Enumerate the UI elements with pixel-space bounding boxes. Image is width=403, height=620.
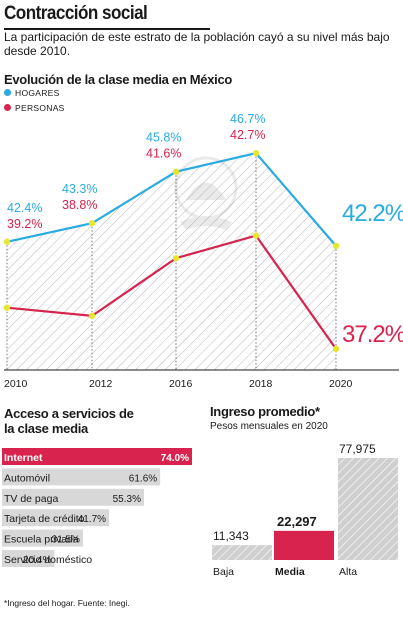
legend-hogares: HOGARES	[4, 88, 60, 98]
service-value-3: 41.7%	[78, 514, 106, 525]
income-bar-hatch-alta	[338, 458, 398, 560]
income-value-alta: 77,975	[339, 442, 376, 456]
label-personas-2010: 39.2%	[7, 217, 42, 231]
service-label-0: Internet	[4, 452, 43, 464]
income-bar-hatch-baja	[212, 545, 272, 560]
point-hogares-2016	[172, 168, 180, 175]
service-label-3: Tarjeta de crédito	[4, 513, 85, 525]
x-tick-2016: 2016	[169, 378, 193, 390]
x-tick-2012: 2012	[89, 378, 113, 390]
point-personas-2010	[3, 304, 11, 311]
income-bar-chart: 11,343 Baja 22,297 Media 77,975 Alta	[212, 442, 398, 578]
service-value-4: 31.5%	[52, 535, 80, 546]
income-value-baja: 11,343	[213, 529, 249, 543]
point-personas-2020	[332, 345, 340, 353]
service-label-5: Servicio doméstico	[4, 554, 92, 566]
income-bar-media	[274, 530, 334, 560]
footnote: *Ingreso del hogar. Fuente: Inegi.	[4, 598, 130, 608]
service-value-5: 20.4%	[23, 555, 51, 566]
point-hogares-2020	[332, 242, 340, 250]
point-personas-2016	[172, 255, 180, 262]
label-hogares-2016: 45.8%	[146, 131, 181, 145]
label-hogares-2020: 42.2%	[342, 200, 403, 227]
income-label-media: Media	[275, 566, 305, 578]
legend-personas-dot	[4, 104, 11, 112]
service-label-1: Automóvil	[4, 472, 50, 484]
services-chart-title: Acceso a servicios de la clase media	[4, 406, 144, 436]
page-subtitle: La participación de este estrato de la p…	[4, 30, 390, 58]
service-value-2: 55.3%	[113, 494, 141, 505]
point-hogares-2018	[252, 149, 260, 157]
service-bar-0	[2, 448, 192, 465]
x-tick-2018: 2018	[249, 378, 273, 390]
page-title: Contracción social	[4, 3, 148, 24]
income-value-media: 22,297	[277, 514, 317, 529]
legend-hogares-label: HOGARES	[15, 88, 60, 98]
service-bar-4	[2, 529, 83, 547]
income-chart-subtitle: Pesos mensuales en 2020	[210, 421, 328, 432]
service-label-2: TV de paga	[4, 493, 58, 505]
line-chart: 42.4% 39.2% 43.3% 38.8% 45.8% 41.6% 46.7% 42.7%…	[3, 112, 403, 390]
label-personas-2016: 41.6%	[146, 147, 181, 161]
label-hogares-2018: 46.7%	[230, 112, 265, 126]
legend-personas-label: PERSONAS	[15, 103, 65, 113]
legend-personas: PERSONAS	[4, 103, 65, 113]
point-personas-2012	[88, 312, 96, 320]
line-chart-title: Evolución de la clase media en México	[4, 72, 233, 87]
label-hogares-2012: 43.3%	[62, 182, 97, 196]
services-chart-title-text: Acceso a servicios de la clase media	[4, 406, 134, 436]
label-personas-2018: 42.7%	[230, 128, 265, 142]
label-hogares-2010: 42.4%	[7, 201, 42, 215]
x-tick-2020: 2020	[329, 378, 353, 390]
point-hogares-2010	[3, 238, 11, 245]
title-rule	[4, 28, 210, 30]
service-bar-5	[2, 550, 55, 567]
service-value-0: 74.0%	[161, 453, 189, 464]
service-bar-2	[2, 488, 144, 506]
income-chart-title: Ingreso promedio*	[210, 404, 320, 419]
service-value-1: 61.6%	[129, 473, 157, 484]
services-bar-chart: Internet 74.0% Automóvil 61.6% TV de paga 55.…	[2, 448, 192, 567]
legend-hogares-dot	[4, 89, 11, 97]
income-label-alta: Alta	[339, 566, 357, 578]
point-personas-2018	[252, 232, 260, 239]
service-bar-1	[2, 468, 161, 486]
service-label-4: Escuela privada	[4, 534, 79, 546]
x-tick-2010: 2010	[4, 378, 28, 390]
label-personas-2020: 37.2%	[342, 321, 403, 348]
income-label-baja: Baja	[213, 566, 234, 578]
point-hogares-2012	[88, 220, 96, 227]
service-bar-3	[2, 509, 110, 527]
label-personas-2012: 38.8%	[62, 198, 97, 212]
